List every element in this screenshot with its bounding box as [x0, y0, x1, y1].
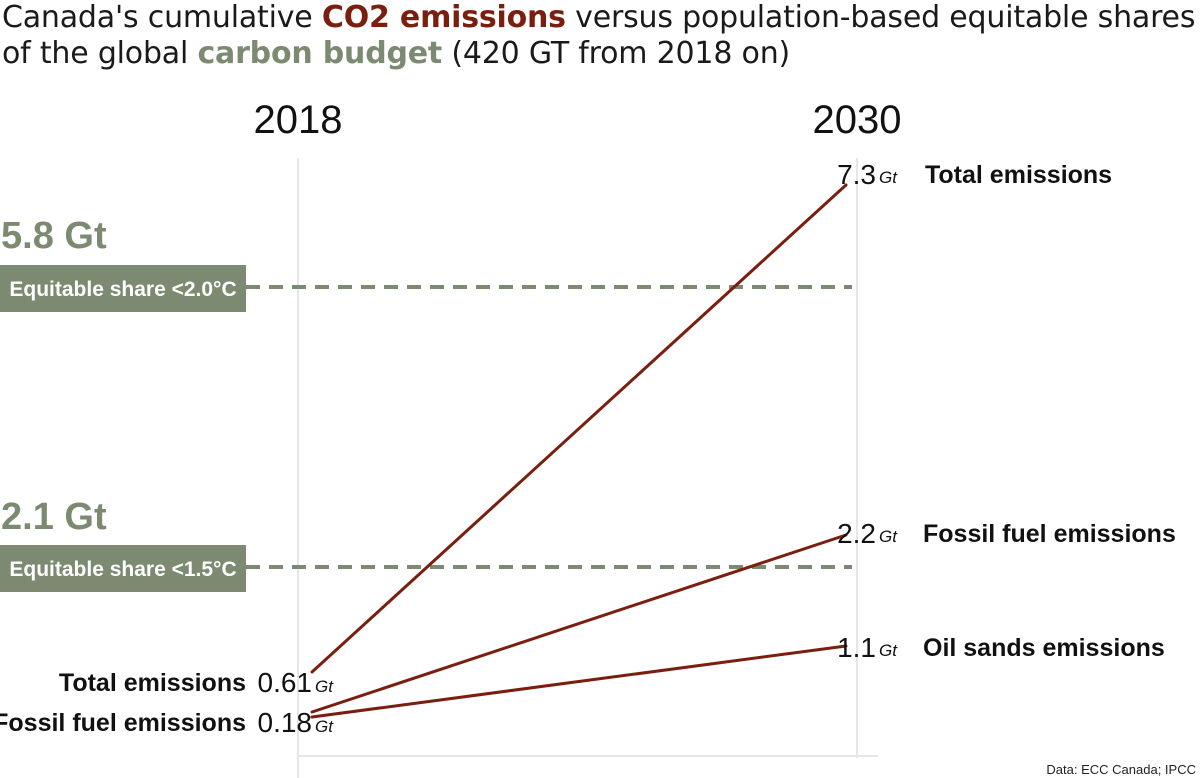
- title-part-3: (420 GT from 2018 on): [442, 36, 791, 71]
- start-labels: Total emissions 0.61 Gt Fossil fuel emis…: [0, 667, 334, 738]
- end-value-total: 7.3: [837, 159, 876, 190]
- threshold-1-5c-value: 2.1 Gt: [1, 496, 107, 538]
- end-unit-fossil: Gt: [879, 527, 898, 546]
- source-note: Data: ECC Canada; IPCC: [1046, 762, 1196, 777]
- start-label-fossil: Fossil fuel emissions: [0, 709, 246, 737]
- threshold-2c-value: 5.8 Gt: [1, 215, 107, 257]
- threshold-layer: 5.8 Gt Equitable share <2.0°C 2.1 Gt Equ…: [0, 215, 852, 592]
- threshold-2c: 5.8 Gt Equitable share <2.0°C: [0, 215, 852, 312]
- x-tick-label-2018: 2018: [254, 98, 343, 142]
- series-layer: [310, 183, 848, 719]
- end-unit-total: Gt: [879, 168, 898, 187]
- start-unit-total: Gt: [315, 677, 334, 696]
- title-part-1: Canada's cumulative: [2, 0, 322, 35]
- threshold-2c-label-box: [0, 265, 246, 312]
- end-label-oil-sands: Oil sands emissions: [923, 634, 1165, 662]
- chart-title: Canada's cumulative CO2 emissions versus…: [2, 0, 1198, 72]
- title-part-2: versus population-based equitable shares…: [2, 0, 1196, 71]
- start-value-fossil: 0.18: [258, 707, 313, 738]
- end-value-fossil: 2.2: [837, 518, 876, 549]
- series-line-oil-sands: [310, 644, 848, 719]
- start-value-total: 0.61: [258, 667, 313, 698]
- threshold-1-5c: 2.1 Gt Equitable share <1.5°C: [0, 496, 852, 592]
- end-labels: 7.3 Gt Total emissions 2.2 Gt Fossil fue…: [837, 159, 1176, 663]
- title-highlight-co2: CO2 emissions: [321, 0, 566, 35]
- end-label-total: Total emissions: [925, 161, 1112, 189]
- start-label-total: Total emissions: [59, 669, 246, 697]
- threshold-1-5c-label: Equitable share <1.5°C: [9, 558, 236, 581]
- axes-layer: 2018 2030: [254, 98, 902, 778]
- title-highlight-budget: carbon budget: [197, 36, 443, 71]
- threshold-2c-label: Equitable share <2.0°C: [9, 278, 236, 301]
- series-line-fossil: [310, 533, 848, 714]
- series-line-total: [310, 183, 848, 674]
- x-tick-label-2030: 2030: [813, 98, 902, 142]
- end-label-fossil: Fossil fuel emissions: [923, 520, 1176, 548]
- end-unit-oil-sands: Gt: [879, 641, 898, 660]
- end-value-oil-sands: 1.1: [837, 632, 876, 663]
- start-unit-fossil: Gt: [315, 717, 334, 736]
- threshold-1-5c-label-box: [0, 545, 246, 592]
